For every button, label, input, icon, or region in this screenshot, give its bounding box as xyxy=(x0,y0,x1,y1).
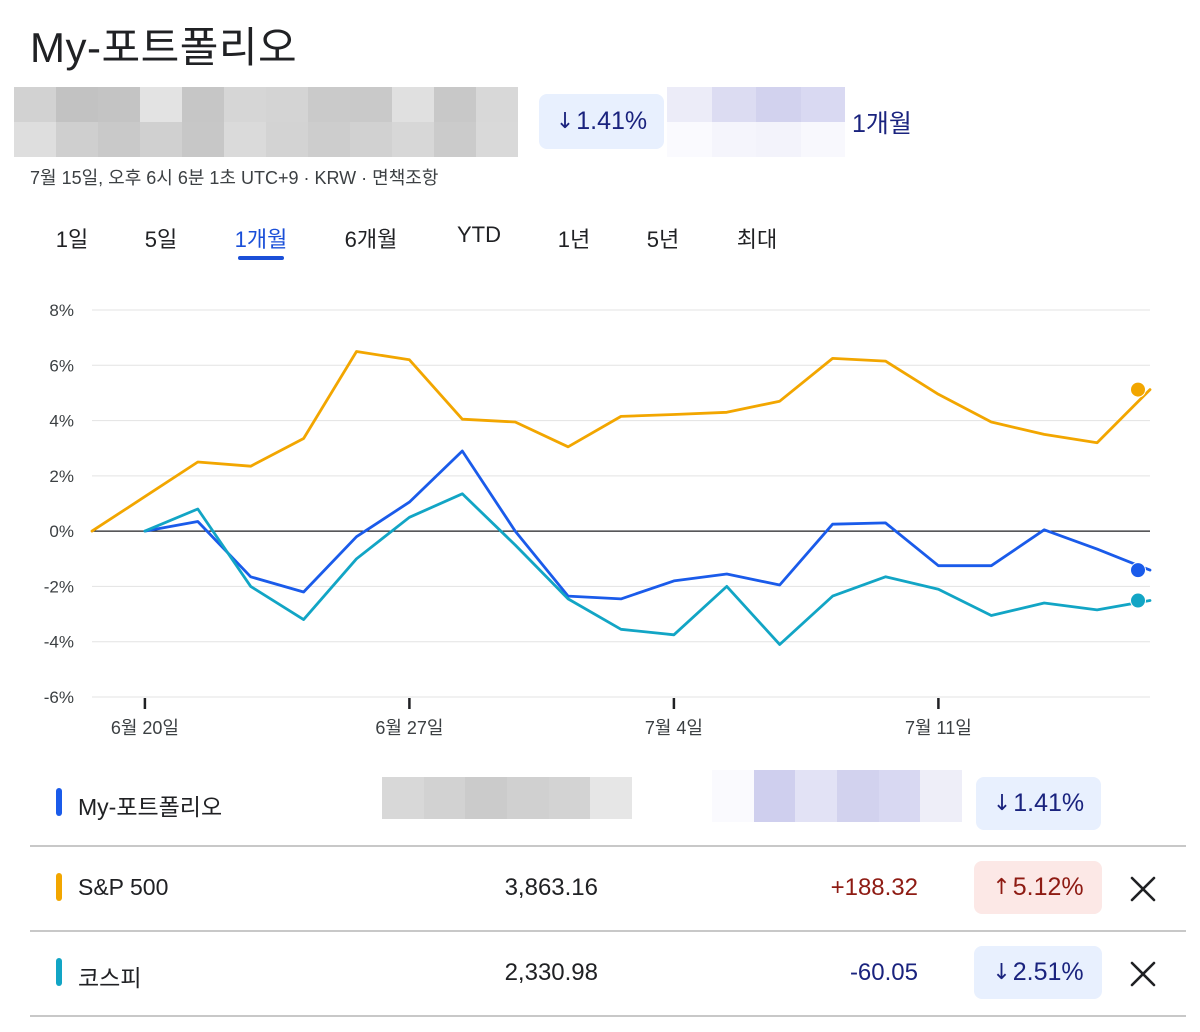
y-tick-label: -2% xyxy=(44,577,74,596)
x-tick-label: 7월 11일 xyxy=(905,718,972,738)
x-tick-label: 6월 27일 xyxy=(375,718,443,738)
y-tick-label: 4% xyxy=(49,412,74,431)
comparison-row-portfolio[interactable]: My-포트폴리오 ↓ 1.41% xyxy=(0,760,1186,846)
arrow-down-icon: ↓ xyxy=(555,109,575,134)
row-pct: 2.51% xyxy=(1012,958,1084,986)
legend-swatch-kospi xyxy=(56,958,62,986)
tab-6m[interactable]: 6개월 xyxy=(344,227,398,252)
x-tick-label: 6월 20일 xyxy=(111,718,179,738)
remove-sp500-close-icon[interactable] xyxy=(1128,874,1158,904)
tab-ytd[interactable]: YTD xyxy=(457,222,501,247)
series-end-marker xyxy=(1130,562,1146,579)
tab-1d[interactable]: 1일 xyxy=(55,227,89,252)
series-line xyxy=(143,492,1152,646)
row-divider xyxy=(30,1015,1186,1017)
page-title: My-포트폴리오 xyxy=(30,24,298,71)
range-tabs: 1일 5일 1개월 6개월 YTD 1년 5년 최대 xyxy=(0,222,820,262)
row-name: My-포트폴리오 xyxy=(78,794,223,820)
timestamp-meta: 7월 15일, 오후 6시 6분 1초 UTC+9 · KRW · 면책조항 xyxy=(30,168,439,188)
row-pct: 5.12% xyxy=(1012,873,1084,901)
row-name: 코스피 xyxy=(78,965,142,991)
tab-max[interactable]: 최대 xyxy=(736,227,778,252)
comparison-row-kospi[interactable]: 코스피 2,330.98 -60.05 ↓ 2.51% xyxy=(0,932,1186,1016)
y-tick-label: 8% xyxy=(49,301,74,320)
tab-1y[interactable]: 1년 xyxy=(557,227,591,252)
redacted-row-price xyxy=(382,777,632,819)
legend-swatch-portfolio xyxy=(56,788,62,816)
row-pct-badge: ↓ 1.41% xyxy=(976,777,1101,830)
row-divider xyxy=(30,845,1186,847)
arrow-up-icon: ↑ xyxy=(992,875,1011,900)
tab-5y[interactable]: 5년 xyxy=(646,227,680,252)
y-tick-label: 2% xyxy=(49,467,74,486)
redacted-portfolio-value xyxy=(14,87,518,157)
row-change: -60.05 xyxy=(849,959,918,986)
comparison-chart[interactable]: 8% 6% 4% 2% 0% -2% -4% -6% 6월 20일 6월 27일 7월 4일 7월 1… xyxy=(0,290,1200,750)
remove-kospi-close-icon[interactable] xyxy=(1128,959,1158,989)
row-price: 2,330.98 xyxy=(504,959,598,986)
row-pct-badge: ↑ 5.12% xyxy=(974,861,1102,914)
summary-change-badge: ↓ 1.41% xyxy=(539,94,664,149)
row-pct: 1.41% xyxy=(1013,789,1085,817)
row-price: 3,863.16 xyxy=(504,874,598,901)
series-end-marker xyxy=(1130,381,1146,398)
redacted-change-value xyxy=(667,87,845,157)
row-change: +188.32 xyxy=(830,874,918,901)
series-line xyxy=(90,350,1152,533)
period-label[interactable]: 1개월 xyxy=(852,110,912,138)
y-tick-label: 6% xyxy=(49,356,74,375)
comparison-row-sp500[interactable]: S&P 500 3,863.16 +188.32 ↑ 5.12% xyxy=(0,847,1186,931)
series-end-marker xyxy=(1130,592,1146,609)
arrow-down-icon: ↓ xyxy=(992,960,1011,985)
row-divider xyxy=(30,930,1186,932)
redacted-row-change xyxy=(712,770,962,822)
tab-1m[interactable]: 1개월 xyxy=(234,227,288,252)
row-pct-badge: ↓ 2.51% xyxy=(974,946,1102,999)
row-name: S&P 500 xyxy=(78,874,169,900)
active-tab-indicator xyxy=(238,256,284,260)
series-line xyxy=(143,449,1152,601)
y-tick-label: 0% xyxy=(49,522,74,541)
summary-change-pct: 1.41% xyxy=(576,107,648,135)
y-tick-label: -6% xyxy=(44,688,74,707)
tab-5d[interactable]: 5일 xyxy=(144,227,178,252)
legend-swatch-sp500 xyxy=(56,873,62,901)
arrow-down-icon: ↓ xyxy=(992,791,1012,816)
y-tick-label: -4% xyxy=(44,633,74,652)
x-tick-label: 7월 4일 xyxy=(645,718,703,738)
